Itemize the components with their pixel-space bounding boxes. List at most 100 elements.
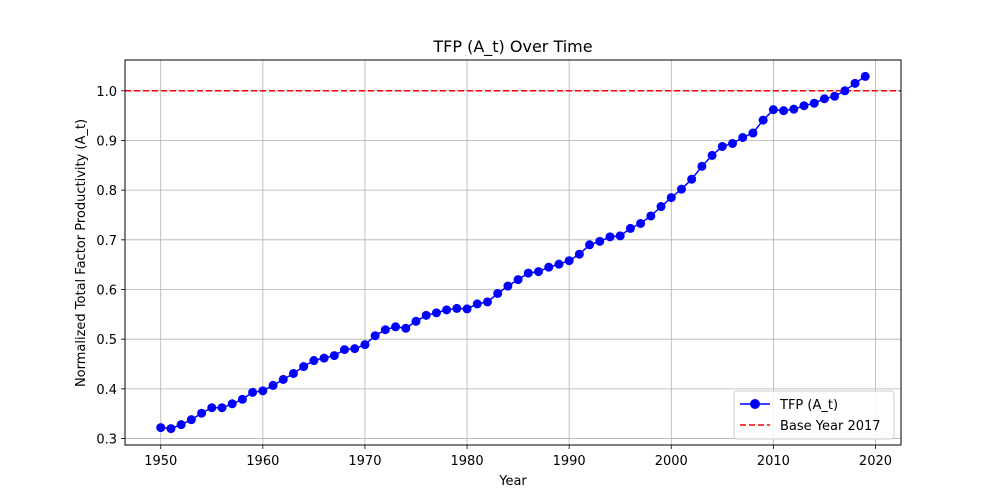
tfp-data-point [227,399,237,409]
tfp-data-point [574,249,584,259]
tfp-data-point [309,356,319,366]
tfp-data-point [176,420,186,430]
tfp-data-point [738,132,748,142]
tfp-data-point [288,368,298,378]
tfp-data-point [595,236,605,246]
x-tick-label: 1960 [246,454,279,469]
tfp-data-point [646,211,656,221]
tfp-data-point [472,299,482,309]
tfp-data-point [636,218,646,228]
tfp-data-point [758,115,768,125]
tfp-data-point [278,374,288,384]
x-tick-label: 1970 [348,454,381,469]
tfp-data-point [819,94,829,104]
tfp-data-point [380,325,390,335]
tfp-data-point [462,304,472,314]
tfp-data-point [186,415,196,425]
tfp-data-point [350,344,360,354]
tfp-data-point [166,424,176,434]
axes: 1950 1960 1970 1980 1990 2000 2010 2020 0.3 0.4 0.… [96,85,892,469]
tfp-data-point [299,362,309,372]
tfp-data-point [268,380,278,390]
x-tick-label: 1950 [144,454,177,469]
tfp-data-point [493,288,503,298]
y-tick-label: 0.7 [96,234,117,249]
legend-entry-base-year: Base Year 2017 [740,419,881,434]
legend-box [733,390,895,440]
tfp-data-point [340,345,350,355]
tfp-series-line [160,75,866,430]
legend-entry-tfp: TFP (A_t) [740,398,838,413]
tfp-data-point [217,403,227,413]
tfp-data-point [830,91,840,101]
tfp-data-point [717,141,727,151]
tfp-data-point [748,128,758,138]
y-axis-label: Normalized Total Factor Productivity (A_… [74,119,89,387]
y-tick-label: 0.9 [96,134,117,149]
tfp-data-point [503,281,513,291]
y-tick-label: 0.8 [96,184,117,199]
tfp-data-point [860,71,870,81]
tfp-data-point [431,308,441,318]
tfp-data-point [452,303,462,313]
tfp-data-point [789,104,799,114]
tfp-data-point [442,305,452,315]
tfp-data-point [666,193,676,203]
tfp-data-point [197,408,207,418]
tfp-data-point [523,268,533,278]
tfp-data-point [697,161,707,171]
tfp-data-point [768,105,778,115]
tfp-data-point [687,174,697,184]
tfp-data-point [656,202,666,212]
tfp-data-point [564,256,574,266]
x-axis-label: Year [498,474,527,489]
tfp-data-point [707,150,717,160]
tfp-data-point [840,86,850,96]
x-tick-label: 2020 [859,454,892,469]
tfp-data-point [554,259,564,269]
tfp-data-point [329,351,339,361]
tfp-data-point [391,322,401,332]
tfp-data-point [258,386,268,396]
tfp-data-point [625,223,635,233]
grid-lines [125,60,901,445]
tfp-data-point [809,98,819,108]
x-tick-label: 1980 [451,454,484,469]
tfp-data-point [156,423,166,433]
x-tick-label: 2010 [757,454,790,469]
legend-base-year-label: Base Year 2017 [780,419,881,434]
y-tick-label: 0.5 [96,333,117,348]
y-tick-label: 0.6 [96,284,117,299]
y-tick-label: 0.4 [96,383,117,398]
tfp-data-point [850,78,860,88]
legend: TFP (A_t) Base Year 2017 [733,390,895,440]
y-tick-label: 0.3 [96,433,117,448]
tfp-data-point [319,353,329,363]
tfp-data-point [513,275,523,285]
legend-tfp-label: TFP (A_t) [779,398,838,413]
tfp-data-point [779,106,789,116]
tfp-data-point [544,262,554,272]
tfp-data-point [248,387,258,397]
chart-title: TFP (A_t) Over Time [432,37,592,57]
tfp-data-point [585,240,595,250]
tfp-data-point [676,184,686,194]
x-tick-label: 2000 [655,454,688,469]
data-series [156,71,870,434]
y-tick-label: 1.0 [96,85,117,100]
tfp-data-point [615,231,625,241]
plot-area-frame [124,59,902,446]
tfp-data-point [401,323,411,333]
tfp-data-point [421,310,431,320]
tfp-data-point [411,316,421,326]
x-tick-label: 1990 [553,454,586,469]
tfp-data-point [728,138,738,148]
tfp-data-point [360,340,370,350]
tfp-data-point [605,232,615,242]
tfp-data-point [207,403,217,413]
legend-tfp-marker [750,399,760,409]
tfp-data-point [799,101,809,111]
tfp-data-point [482,297,492,307]
tfp-data-point [534,267,544,277]
